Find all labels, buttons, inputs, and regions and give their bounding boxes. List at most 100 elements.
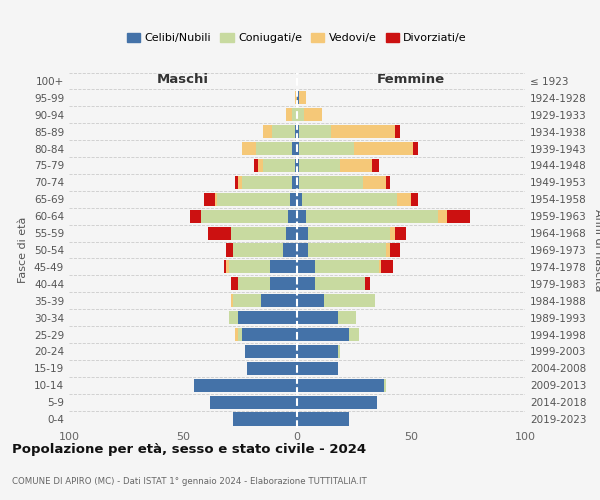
Bar (297, 328, 349, 341)
Bar (229, 260, 269, 274)
Bar (272, 125, 295, 138)
Bar (231, 226, 286, 239)
Bar (297, 142, 299, 155)
Bar (297, 345, 338, 358)
Bar (297, 226, 308, 239)
Bar (297, 396, 377, 408)
Bar (354, 142, 413, 155)
Bar (288, 210, 297, 223)
Bar (382, 260, 393, 274)
Bar (297, 92, 299, 104)
Bar (395, 125, 400, 138)
Bar (299, 159, 340, 172)
Bar (297, 277, 315, 290)
Bar (190, 210, 201, 223)
Bar (297, 260, 315, 274)
Bar (238, 328, 242, 341)
Bar (297, 244, 308, 256)
Bar (258, 159, 263, 172)
Bar (247, 362, 297, 375)
Bar (263, 159, 295, 172)
Bar (297, 210, 306, 223)
Text: Femmine: Femmine (377, 74, 445, 86)
Bar (201, 210, 288, 223)
Bar (245, 345, 297, 358)
Bar (238, 311, 297, 324)
Bar (292, 142, 297, 155)
Bar (299, 125, 331, 138)
Bar (363, 176, 386, 189)
Bar (413, 142, 418, 155)
Bar (299, 176, 363, 189)
Bar (383, 378, 386, 392)
Y-axis label: Fasce di età: Fasce di età (19, 217, 28, 283)
Bar (194, 378, 297, 392)
Bar (269, 277, 297, 290)
Bar (256, 142, 292, 155)
Bar (379, 260, 382, 274)
Bar (263, 125, 272, 138)
Bar (304, 108, 322, 122)
Bar (386, 244, 391, 256)
Bar (372, 159, 379, 172)
Text: Popolazione per età, sesso e stato civile - 2024: Popolazione per età, sesso e stato civil… (12, 442, 366, 456)
Bar (297, 378, 383, 392)
Bar (297, 176, 299, 189)
Bar (397, 192, 411, 206)
Bar (297, 311, 338, 324)
Bar (292, 108, 297, 122)
Bar (302, 192, 397, 206)
Bar (231, 294, 233, 308)
Bar (439, 210, 448, 223)
Bar (308, 226, 391, 239)
Bar (295, 92, 297, 104)
Bar (235, 176, 238, 189)
Bar (365, 277, 370, 290)
Bar (299, 142, 354, 155)
Bar (391, 244, 400, 256)
Bar (297, 412, 349, 426)
Bar (297, 125, 299, 138)
Text: Maschi: Maschi (157, 74, 209, 86)
Bar (290, 192, 297, 206)
Bar (295, 125, 297, 138)
Bar (325, 294, 374, 308)
Bar (233, 244, 283, 256)
Bar (349, 328, 359, 341)
Bar (386, 176, 391, 189)
Legend: Celibi/Nubili, Coniugati/e, Vedovi/e, Divorziati/e: Celibi/Nubili, Coniugati/e, Vedovi/e, Di… (122, 28, 472, 48)
Bar (391, 226, 395, 239)
Bar (448, 210, 470, 223)
Bar (292, 176, 297, 189)
Bar (306, 210, 439, 223)
Bar (340, 159, 372, 172)
Bar (242, 176, 292, 189)
Text: COMUNE DI APIRO (MC) - Dati ISTAT 1° gennaio 2024 - Elaborazione TUTTITALIA.IT: COMUNE DI APIRO (MC) - Dati ISTAT 1° gen… (12, 477, 367, 486)
Bar (226, 244, 233, 256)
Bar (217, 192, 290, 206)
Bar (224, 260, 226, 274)
Bar (203, 192, 215, 206)
Bar (338, 311, 356, 324)
Bar (254, 159, 258, 172)
Bar (395, 226, 406, 239)
Bar (233, 294, 260, 308)
Bar (233, 412, 297, 426)
Bar (286, 108, 292, 122)
Bar (231, 277, 238, 290)
Bar (297, 108, 304, 122)
Bar (238, 277, 269, 290)
Bar (338, 345, 340, 358)
Bar (315, 277, 365, 290)
Bar (215, 192, 217, 206)
Bar (211, 396, 297, 408)
Bar (260, 294, 297, 308)
Bar (299, 92, 306, 104)
Bar (208, 226, 231, 239)
Bar (226, 260, 229, 274)
Bar (283, 244, 297, 256)
Bar (286, 226, 297, 239)
Bar (269, 260, 297, 274)
Bar (297, 192, 302, 206)
Bar (242, 328, 297, 341)
